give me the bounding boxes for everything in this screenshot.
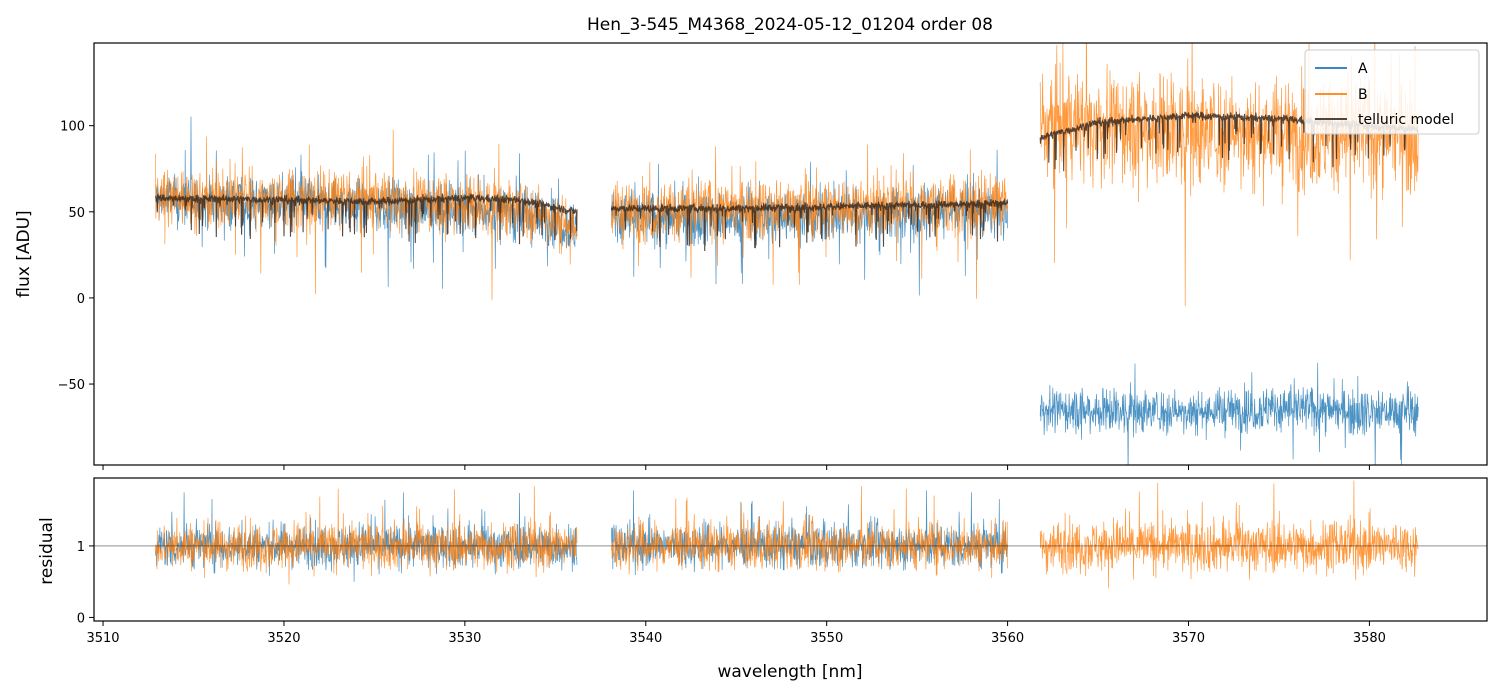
legend-box — [1304, 49, 1480, 135]
residual-panel: 0 1 3510 3520 3530 3540 3550 3560 3570 3580 resi… — [37, 477, 1488, 682]
residual-series-b-segment-1 — [155, 486, 578, 585]
flux-y-tick-label: 100 — [60, 120, 85, 135]
residual-y-axis-label: residual — [37, 517, 57, 584]
residual-x-tick-label: 3580 — [1353, 631, 1386, 646]
flux-axes-frame — [93, 42, 1488, 466]
residual-x-tick-label: 3540 — [629, 631, 662, 646]
flux-series-telluric-model-segment-2 — [610, 198, 1009, 252]
flux-panel: −50 0 50 100 flux [ADU] — [14, 42, 1488, 470]
flux-series-telluric-model-segment-3 — [1039, 111, 1419, 172]
residual-x-tick-label: 3510 — [86, 631, 119, 646]
residual-series-b-segment-2 — [611, 486, 1008, 579]
flux-y-tick-label: 0 — [77, 292, 85, 307]
residual-x-tick-label: 3560 — [991, 631, 1024, 646]
chart-title: Hen_3-545_M4368_2024-05-12_01204 order 0… — [587, 15, 993, 35]
legend-label-telluric: telluric model — [1358, 112, 1454, 128]
legend-label-b: B — [1358, 87, 1368, 103]
residual-series-b-segment-3 — [1039, 480, 1419, 589]
residual-x-tick-label: 3550 — [810, 631, 843, 646]
residual-y-tick-label: 0 — [77, 611, 85, 626]
residual-x-tick-label: 3520 — [267, 631, 300, 646]
flux-y-tick-label: −50 — [58, 378, 85, 393]
legend: A B telluric model — [1304, 49, 1480, 135]
residual-axes-frame — [93, 477, 1488, 622]
flux-y-tick-label: 50 — [68, 206, 85, 221]
x-axis-label: wavelength [nm] — [717, 662, 862, 682]
residual-y-tick-label: 1 — [77, 540, 85, 555]
flux-series-telluric-model-segment-1 — [154, 193, 578, 245]
legend-label-a: A — [1358, 61, 1368, 77]
residual-x-tick-label: 3530 — [448, 631, 481, 646]
residual-x-tick-label: 3570 — [1172, 631, 1205, 646]
flux-y-axis-label: flux [ADU] — [14, 210, 34, 297]
flux-series-a-segment-3 — [1039, 362, 1419, 465]
